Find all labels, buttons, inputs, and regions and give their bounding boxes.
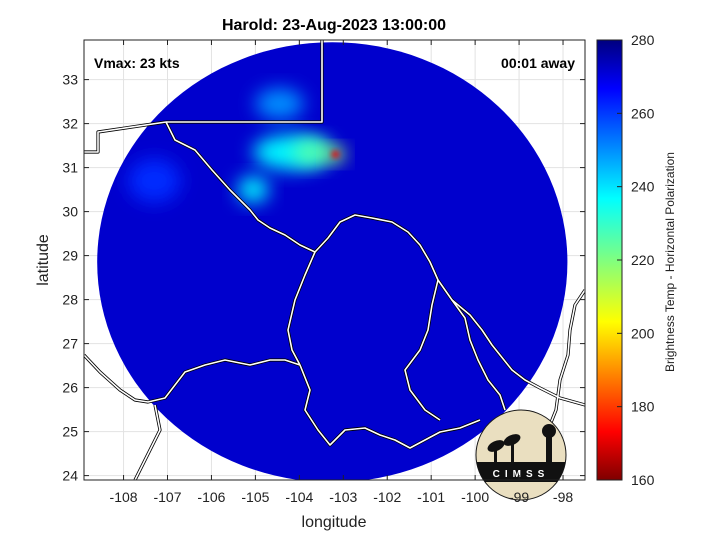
y-tick-label: 28 [62, 292, 78, 308]
x-tick-label: -107 [153, 489, 181, 505]
y-axis-label: latitude [35, 234, 52, 286]
x-tick-label: -106 [197, 489, 225, 505]
x-tick-label: -100 [461, 489, 489, 505]
x-tick-label: -102 [373, 489, 401, 505]
colorbar-tick-label: 240 [631, 179, 655, 195]
chart-title: Harold: 23-Aug-2023 13:00:00 [222, 17, 446, 34]
logo-text: CIMSS [493, 469, 550, 480]
vmax-annotation: Vmax: 23 kts [94, 55, 180, 71]
x-axis-ticks: -108 -107 -106 -105 -104 -103 -102 -101 -100 -99 -… [110, 40, 573, 505]
state-borders-inline [84, 40, 585, 480]
cimss-logo: CIMSS [475, 409, 567, 501]
swath-feature [292, 139, 333, 166]
colorbar-tick-label: 280 [631, 32, 655, 48]
x-tick-label: -103 [329, 489, 357, 505]
time-away-annotation: 00:01 away [501, 55, 575, 71]
logo-base-band [476, 462, 566, 482]
swath-feature [127, 158, 181, 203]
y-axis-ticks: 24 25 26 27 28 29 30 31 32 33 [62, 72, 585, 484]
x-tick-label: -104 [285, 489, 313, 505]
colorbar-tick-label: 220 [631, 252, 655, 268]
x-tick-label: -105 [241, 489, 269, 505]
swath-feature [331, 150, 340, 158]
swath-features [127, 88, 346, 203]
axes-frame [83, 39, 586, 481]
colorbar-ticks: 160 180 200 220 240 260 280 [617, 32, 655, 488]
x-tick-label: -99 [509, 489, 529, 505]
brightness-temp-swath [97, 42, 568, 480]
y-tick-label: 24 [62, 468, 78, 484]
colorbar-tick-label: 160 [631, 472, 655, 488]
y-tick-label: 25 [62, 424, 78, 440]
x-tick-label: -101 [417, 489, 445, 505]
y-tick-label: 33 [62, 72, 78, 88]
colorbar-tick-label: 200 [631, 325, 655, 341]
x-tick-label: -98 [553, 489, 573, 505]
y-tick-label: 29 [62, 248, 78, 264]
boundaries [84, 40, 585, 480]
logo-tower-top [542, 424, 556, 438]
y-tick-label: 26 [62, 380, 78, 396]
swath-feature [237, 176, 269, 203]
colorbar-tick-label: 260 [631, 105, 655, 121]
colorbar-tick-label: 180 [631, 399, 655, 415]
x-tick-label: -108 [110, 489, 138, 505]
y-tick-label: 30 [62, 204, 78, 220]
x-axis-label: longitude [302, 514, 367, 531]
logo-disc [475, 409, 567, 501]
y-tick-label: 32 [62, 116, 78, 132]
swath-feature [255, 88, 304, 120]
y-tick-label: 31 [62, 160, 78, 176]
y-tick-label: 27 [62, 336, 78, 352]
swath-footprint [97, 42, 568, 480]
logo-tower [546, 436, 552, 464]
colorbar-label: Brightness Temp - Horizontal Polarizatio… [663, 152, 677, 372]
